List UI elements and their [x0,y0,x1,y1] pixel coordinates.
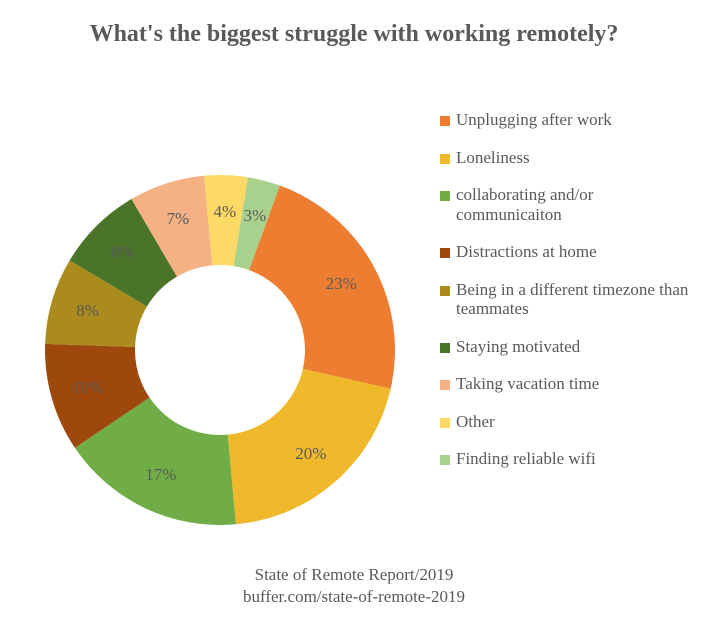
footer-line-2: buffer.com/state-of-remote-2019 [0,586,708,608]
legend-label-3: Distractions at home [456,242,700,262]
legend-label-5: Staying motivated [456,337,700,357]
chart-footer: State of Remote Report/2019 buffer.com/s… [0,564,708,608]
legend-item-1: Loneliness [440,148,700,168]
legend-label-2: collaborating and/or communicaiton [456,185,700,224]
legend-swatch-6 [440,380,450,390]
chart-title: What's the biggest struggle with working… [0,20,708,49]
slice-label-7: 4% [213,202,236,222]
legend-swatch-1 [440,154,450,164]
slice-label-5: 8% [111,242,134,262]
legend-item-0: Unplugging after work [440,110,700,130]
slice-label-4: 8% [76,301,99,321]
legend-label-8: Finding reliable wifi [456,449,700,469]
chart-container: What's the biggest struggle with working… [0,0,708,626]
legend: Unplugging after work Loneliness collabora… [440,110,700,487]
legend-swatch-3 [440,248,450,258]
slice-0 [249,186,395,389]
legend-swatch-0 [440,116,450,126]
legend-item-2: collaborating and/or communicaiton [440,185,700,224]
legend-item-4: Being in a different timezone than teamm… [440,280,700,319]
legend-label-4: Being in a different timezone than teamm… [456,280,700,319]
legend-label-6: Taking vacation time [456,374,700,394]
legend-item-7: Other [440,412,700,432]
legend-swatch-2 [440,191,450,201]
legend-item-5: Staying motivated [440,337,700,357]
slice-label-2: 17% [145,465,176,485]
legend-swatch-5 [440,343,450,353]
footer-line-1: State of Remote Report/2019 [0,564,708,586]
legend-item-6: Taking vacation time [440,374,700,394]
legend-label-1: Loneliness [456,148,700,168]
slice-label-3: 10% [72,378,103,398]
legend-label-7: Other [456,412,700,432]
slice-label-0: 23% [326,274,357,294]
slice-label-1: 20% [295,444,326,464]
legend-item-3: Distractions at home [440,242,700,262]
legend-swatch-4 [440,286,450,296]
legend-swatch-8 [440,455,450,465]
legend-swatch-7 [440,418,450,428]
slice-label-6: 7% [166,209,189,229]
legend-item-8: Finding reliable wifi [440,449,700,469]
slice-label-8: 3% [243,206,266,226]
legend-label-0: Unplugging after work [456,110,700,130]
doughnut-chart: 23% 20% 17% 10% 8% 8% 7% 4% 3% [20,150,420,550]
